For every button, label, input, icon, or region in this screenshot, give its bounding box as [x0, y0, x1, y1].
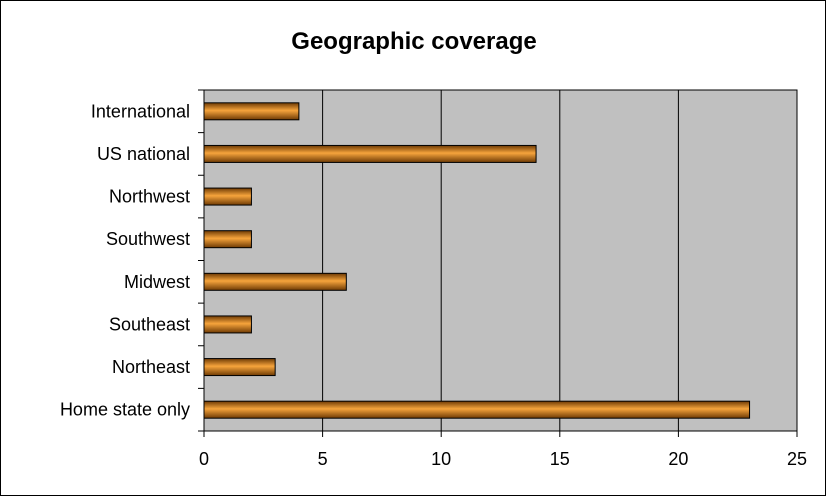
x-tick-label-20: 20: [668, 449, 688, 469]
bar-northwest: [204, 188, 251, 205]
bar-midwest: [204, 273, 346, 290]
y-tick-label-northeast: Northeast: [112, 357, 190, 377]
bar-international: [204, 103, 299, 120]
bar-southwest: [204, 231, 251, 248]
y-tick-label-southwest: Southwest: [106, 229, 190, 249]
x-tick-label-25: 25: [787, 449, 807, 469]
bar-northeast: [204, 359, 275, 376]
y-tick-label-midwest: Midwest: [124, 272, 190, 292]
x-tick-label-0: 0: [199, 449, 209, 469]
y-tick-label-us-national: US national: [97, 144, 190, 164]
x-tick-label-5: 5: [318, 449, 328, 469]
chart-title: Geographic coverage: [291, 28, 536, 55]
y-tick-label-northwest: Northwest: [109, 187, 190, 207]
x-tick-label-10: 10: [431, 449, 451, 469]
y-tick-label-home-state-only: Home state only: [60, 400, 190, 420]
bar-us-national: [204, 145, 536, 162]
x-tick-label-15: 15: [550, 449, 570, 469]
bar-home-state-only: [204, 401, 750, 418]
plot-area: [204, 90, 797, 431]
y-tick-label-international: International: [91, 101, 190, 121]
bar-southeast: [204, 316, 251, 333]
y-tick-label-southeast: Southeast: [109, 314, 190, 334]
